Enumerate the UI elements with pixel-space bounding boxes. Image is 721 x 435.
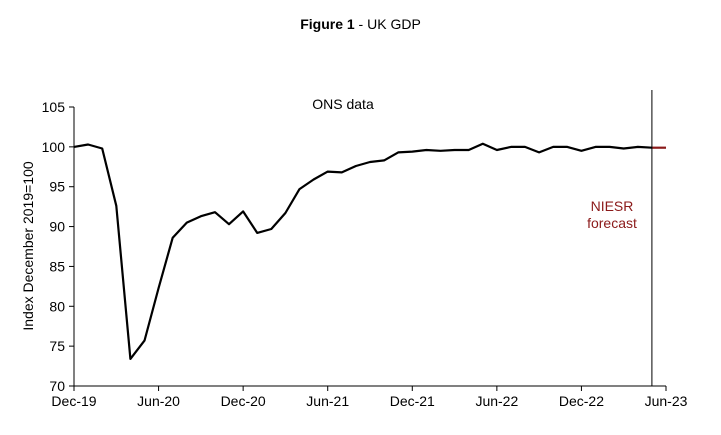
figure-number: Figure 1: [300, 16, 355, 32]
niesr-forecast-annotation-line2: forecast: [587, 215, 637, 231]
y-tick-label: 100: [42, 139, 66, 155]
x-tick-label: Jun-20: [137, 393, 180, 409]
y-tick-label: 75: [49, 338, 65, 354]
series-layer: [73, 142, 666, 360]
x-tick-label: Dec-22: [559, 393, 604, 409]
x-tick-label: Jun-22: [475, 393, 518, 409]
x-tick-label: Jun-21: [306, 393, 349, 409]
y-tick-label: 85: [49, 258, 65, 274]
x-tick-label: Dec-19: [51, 393, 96, 409]
y-tick-label: 70: [49, 378, 65, 394]
x-tick-label: Jun-23: [645, 393, 688, 409]
figure-subtitle: - UK GDP: [354, 16, 421, 32]
x-axis-ticks: Dec-19 Jun-20 Dec-20 Jun-21 Dec-21 Jun-22 Dec-…: [51, 386, 688, 409]
y-tick-label: 105: [42, 99, 66, 115]
chart-title: Figure 1 - UK GDP: [0, 16, 721, 32]
x-tick-label: Dec-20: [221, 393, 266, 409]
y-tick-label: 95: [49, 179, 65, 195]
ons-data-annotation: ONS data: [312, 96, 374, 112]
x-tick-label: Dec-21: [390, 393, 435, 409]
y-tick-label: 80: [49, 298, 65, 314]
y-axis-ticks: 70 75 80 85 90 95 100 105: [42, 99, 74, 394]
y-axis-label: Index December 2019=100: [20, 161, 36, 330]
series-line-ons-data: [73, 142, 652, 360]
niesr-forecast-annotation-line1: NIESR: [591, 198, 634, 214]
y-tick-label: 90: [49, 219, 65, 235]
